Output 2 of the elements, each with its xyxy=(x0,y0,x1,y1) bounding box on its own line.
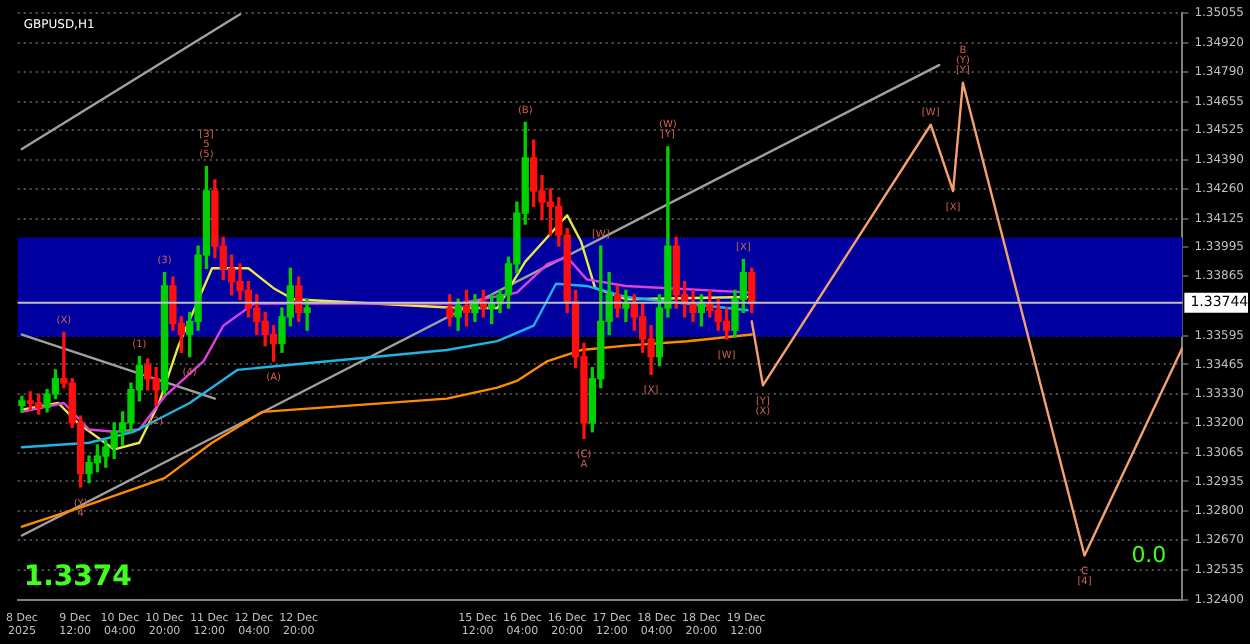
annotation: 1.3374 xyxy=(23,560,133,593)
annotation: 0.0 xyxy=(1131,542,1167,569)
